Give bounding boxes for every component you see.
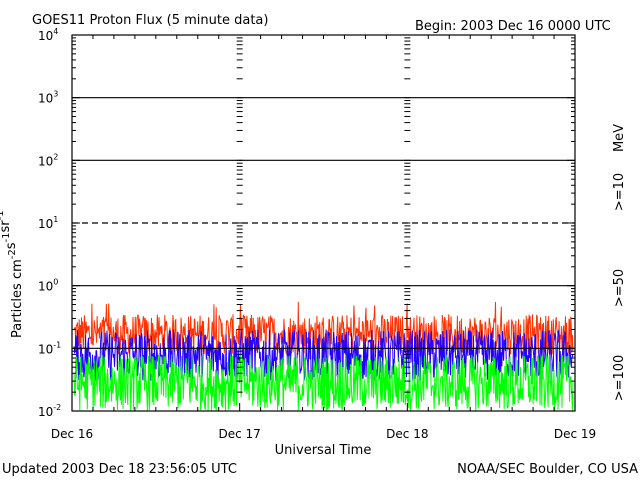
y-tick-base: 10 (38, 154, 53, 168)
legend-ge100: >=100 (612, 355, 627, 402)
y-tick-base: 10 (38, 92, 53, 106)
y-tick-base: 10 (38, 280, 53, 294)
updated-timestamp: Updated 2003 Dec 18 23:56:05 UTC (2, 462, 237, 477)
chart-title: GOES11 Proton Flux (5 minute data) (32, 13, 268, 28)
y-tick-exp: 4 (53, 27, 58, 36)
series-layer (73, 301, 574, 411)
series-trace (73, 354, 574, 411)
y-label-part: sr (0, 220, 13, 233)
series-ge50 (73, 329, 574, 382)
threshold-lines (72, 97, 575, 349)
y-tick-label: 103 (38, 90, 58, 106)
y-tick-label: 100 (38, 278, 58, 294)
x-tick-label: Dec 19 (554, 427, 596, 441)
y-tick-exp: -1 (53, 340, 61, 349)
y-tick-label: 10-1 (38, 340, 61, 356)
y-label-part: s (4, 242, 19, 249)
y-label-exponent: -1 (1, 233, 12, 243)
x-tick-label: Dec 16 (51, 427, 93, 441)
y-axis-label: Particles cm-2s-1sr-1 (0, 210, 25, 338)
y-tick-label: 102 (38, 152, 58, 168)
y-tick-exp: 1 (53, 215, 58, 224)
y-tick-base: 10 (38, 29, 53, 43)
y-tick-base: 10 (38, 217, 53, 231)
source-credit: NOAA/SEC Boulder, CO USA (457, 462, 638, 477)
day-separators (236, 37, 411, 412)
y-label-exponent: -2 (7, 249, 18, 259)
day-separator (404, 37, 411, 412)
series-ge10 (73, 301, 574, 355)
y-tick-base: 10 (38, 405, 53, 419)
x-axis-label: Universal Time (275, 443, 372, 458)
series-trace (73, 301, 574, 355)
y-tick-base: 10 (38, 342, 53, 356)
y-label-exponent: -1 (0, 210, 6, 220)
y-tick-exp: -2 (53, 403, 61, 412)
y-tick-exp: 2 (53, 152, 58, 161)
unit-label: MeV (612, 124, 627, 152)
y-tick-label: 10-2 (38, 403, 61, 419)
y-tick-label: 101 (38, 215, 58, 231)
legend-ge10: >=10 (612, 173, 627, 211)
y-tick-exp: 3 (53, 90, 58, 99)
series-trace (73, 329, 574, 382)
x-tick-label: Dec 18 (386, 427, 428, 441)
x-tick-label: Dec 17 (219, 427, 261, 441)
legend-ge50: >=50 (612, 269, 627, 307)
begin-date: Begin: 2003 Dec 16 0000 UTC (415, 19, 611, 34)
y-tick-exp: 0 (53, 278, 58, 287)
series-ge100 (73, 354, 574, 411)
y-tick-label: 104 (38, 27, 58, 43)
y-label-part: Particles cm (10, 259, 25, 338)
day-separator (236, 37, 243, 412)
